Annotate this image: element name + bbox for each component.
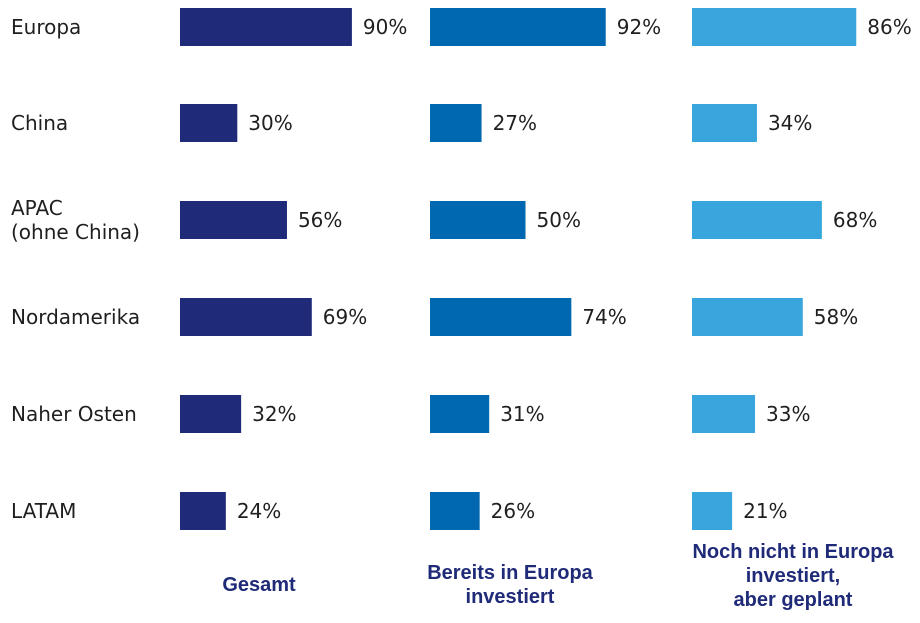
category-label-line: Europa bbox=[11, 15, 81, 39]
bar bbox=[430, 104, 482, 142]
bar bbox=[430, 8, 606, 46]
category-label: Europa bbox=[11, 15, 81, 39]
data-label: 27% bbox=[493, 111, 537, 135]
panel-title-line: Gesamt bbox=[222, 574, 296, 596]
bar bbox=[180, 395, 242, 433]
data-label: 32% bbox=[252, 402, 296, 426]
category-label: Nordamerika bbox=[11, 305, 140, 329]
data-label: 26% bbox=[491, 499, 535, 523]
category-label: Naher Osten bbox=[11, 402, 137, 426]
category-label-line: China bbox=[11, 111, 68, 135]
panel-title-line: investiert, bbox=[746, 565, 840, 587]
data-label: 90% bbox=[363, 15, 407, 39]
category-label: APAC (ohne China) bbox=[11, 196, 140, 244]
panel-title: Gesamt bbox=[222, 574, 296, 596]
data-label: 56% bbox=[298, 208, 342, 232]
data-label: 68% bbox=[833, 208, 877, 232]
bar bbox=[692, 492, 733, 530]
bar bbox=[692, 8, 857, 46]
bar bbox=[692, 298, 803, 336]
category-label: LATAM bbox=[11, 499, 76, 523]
bar bbox=[430, 201, 526, 239]
category-label-line: LATAM bbox=[11, 499, 76, 523]
category-label-line: Naher Osten bbox=[11, 402, 137, 426]
bar bbox=[180, 201, 287, 239]
panel-title-line: aber geplant bbox=[734, 589, 853, 611]
bar bbox=[180, 104, 238, 142]
panel-title: Noch nicht in Europa investiert, aber gepl… bbox=[692, 541, 894, 611]
data-label: 30% bbox=[248, 111, 292, 135]
bar bbox=[692, 395, 756, 433]
category-label: China bbox=[11, 111, 68, 135]
bar bbox=[430, 492, 480, 530]
data-label: 24% bbox=[237, 499, 281, 523]
bar bbox=[180, 8, 352, 46]
bar bbox=[430, 298, 572, 336]
data-label: 86% bbox=[867, 15, 911, 39]
category-label-line: (ohne China) bbox=[11, 220, 140, 244]
data-label: 33% bbox=[766, 402, 810, 426]
data-label: 21% bbox=[743, 499, 787, 523]
data-label: 34% bbox=[768, 111, 812, 135]
category-label-line: Nordamerika bbox=[11, 305, 140, 329]
panel-title-line: Bereits in Europa bbox=[427, 562, 593, 584]
panel-title: Bereits in Europa investiert bbox=[427, 562, 593, 608]
bar bbox=[692, 104, 757, 142]
bar bbox=[692, 201, 822, 239]
panel-title-line: investiert bbox=[466, 586, 555, 608]
panel-title-line: Noch nicht in Europa bbox=[692, 541, 894, 563]
bar bbox=[180, 492, 226, 530]
data-label: 92% bbox=[617, 15, 661, 39]
data-label: 50% bbox=[537, 208, 581, 232]
data-label: 74% bbox=[582, 305, 626, 329]
data-label: 31% bbox=[500, 402, 544, 426]
category-label-line: APAC bbox=[11, 196, 63, 220]
bar bbox=[430, 395, 490, 433]
data-label: 58% bbox=[814, 305, 858, 329]
bar bbox=[180, 298, 312, 336]
data-label: 69% bbox=[323, 305, 367, 329]
